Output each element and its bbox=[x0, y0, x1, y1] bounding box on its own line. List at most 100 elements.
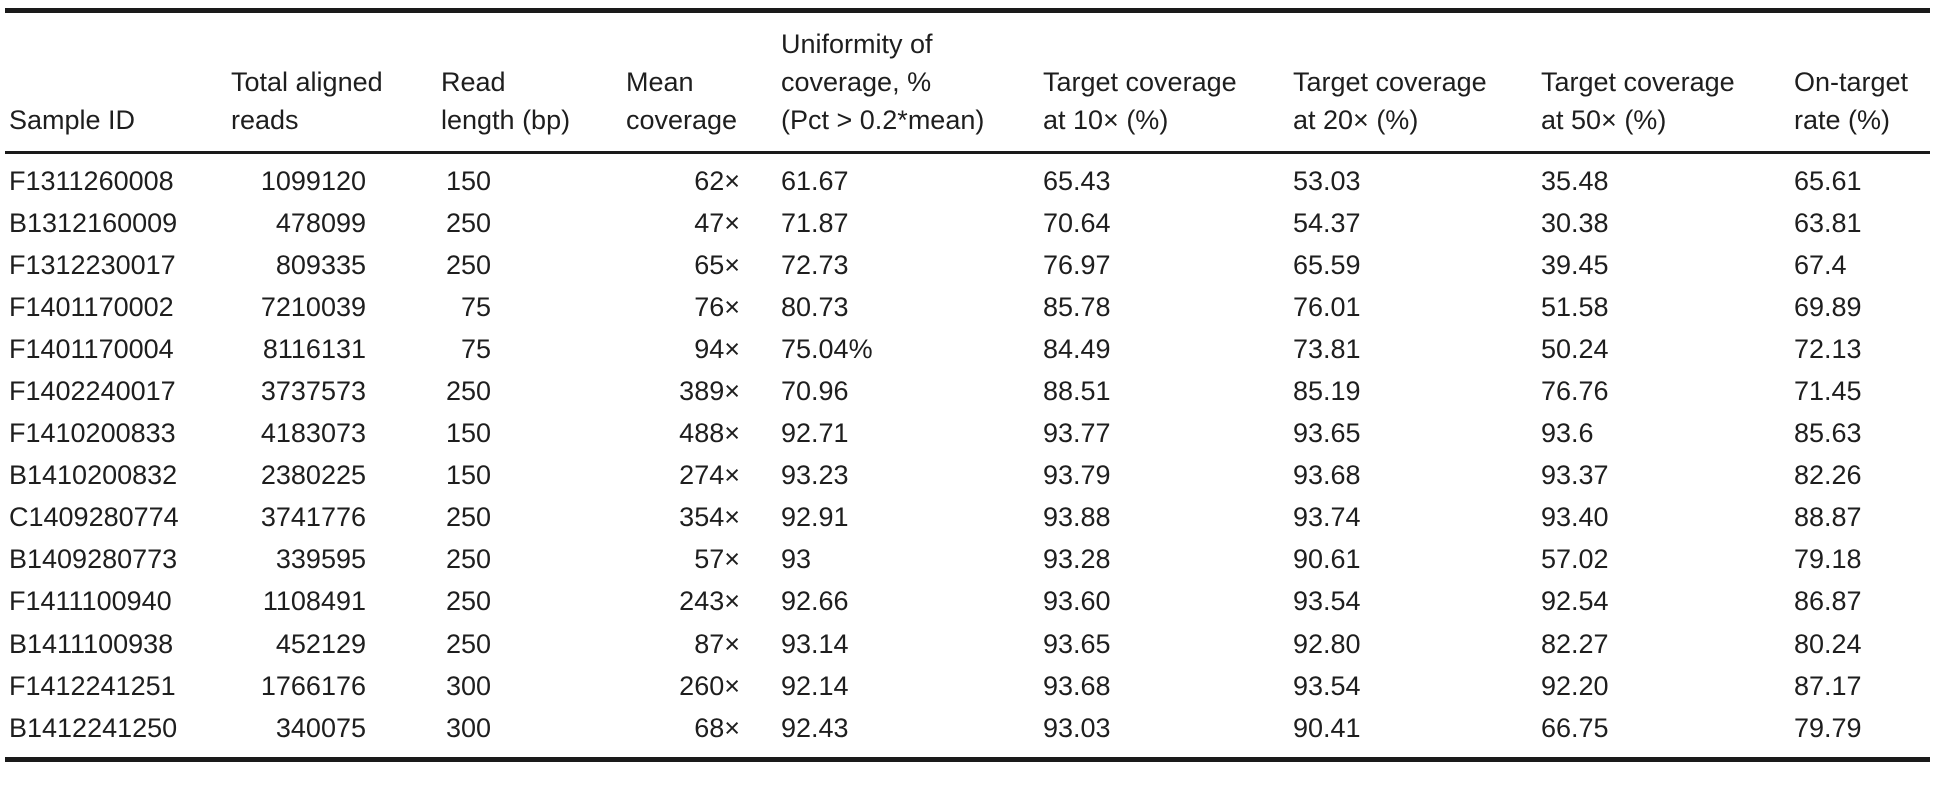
cell-target-coverage-50x: 82.27 bbox=[1541, 628, 1609, 659]
header-target-coverage-10x: Target coverage at 10× (%) bbox=[1043, 13, 1293, 151]
header-line: at 10× (%) bbox=[1043, 105, 1169, 135]
header-line: On-target bbox=[1794, 67, 1909, 97]
cell-sample-id: F1402240017 bbox=[9, 376, 176, 407]
table-row: F1402240017 3737573 250 389× 70.96 88.51 85.19… bbox=[5, 370, 1930, 412]
cell-total-aligned-reads-value: 809335 bbox=[275, 249, 366, 280]
cell-uniformity: 92.43 bbox=[781, 712, 849, 743]
cell-uniformity: 80.73 bbox=[781, 291, 849, 322]
cell-target-coverage-10x: 93.88 bbox=[1043, 502, 1111, 533]
cell-mean-coverage: 47× bbox=[626, 202, 781, 244]
cell-read-length-value: 250 bbox=[445, 376, 491, 407]
cell-target-coverage-10x: 93.28 bbox=[1043, 544, 1111, 575]
cell-sample-id: B1411100938 bbox=[9, 628, 174, 659]
cell-total-aligned-reads: 7210039 bbox=[231, 286, 441, 328]
cell-target-coverage-50x: 92.20 bbox=[1541, 670, 1609, 701]
header-line: Read bbox=[441, 67, 506, 97]
cell-target-coverage-10x: 93.79 bbox=[1043, 460, 1111, 491]
cell-total-aligned-reads: 2380225 bbox=[231, 455, 441, 497]
table-row: C1409280774 3741776 250 354× 92.91 93.88 93.74… bbox=[5, 497, 1930, 539]
table-row: F1411100940 1108491 250 243× 92.66 93.60 93.54… bbox=[5, 581, 1930, 623]
cell-read-length-value: 250 bbox=[445, 628, 491, 659]
cell-read-length: 250 bbox=[441, 244, 626, 286]
cell-total-aligned-reads-value: 3741776 bbox=[260, 502, 366, 533]
cell-target-coverage-20x: 73.81 bbox=[1293, 333, 1361, 364]
cell-total-aligned-reads: 809335 bbox=[231, 244, 441, 286]
cell-read-length-value: 75 bbox=[460, 333, 491, 364]
cell-target-coverage-10x: 93.68 bbox=[1043, 670, 1111, 701]
cell-mean-coverage-value: 243× bbox=[679, 586, 740, 617]
cell-total-aligned-reads-value: 1099120 bbox=[260, 165, 366, 196]
header-target-coverage-50x: Target coverage at 50× (%) bbox=[1541, 13, 1794, 151]
table-row: B1412241250 340075 300 68× 92.43 93.03 90.41 66… bbox=[5, 707, 1930, 757]
cell-read-length-value: 300 bbox=[445, 712, 491, 743]
header-line: Target coverage bbox=[1043, 67, 1237, 97]
cell-target-coverage-10x: 84.49 bbox=[1043, 333, 1111, 364]
header-line: Mean bbox=[626, 67, 694, 97]
cell-on-target-rate: 82.26 bbox=[1794, 460, 1862, 491]
cell-sample-id: F1312230017 bbox=[9, 249, 176, 280]
cell-sample-id: F1311260008 bbox=[9, 165, 174, 196]
cell-read-length: 250 bbox=[441, 581, 626, 623]
cell-sample-id: F1401170004 bbox=[9, 333, 174, 364]
cell-mean-coverage: 68× bbox=[626, 707, 781, 757]
cell-target-coverage-20x: 53.03 bbox=[1293, 165, 1361, 196]
coverage-table-container: Sample ID Total aligned reads Read length (b… bbox=[5, 8, 1930, 763]
cell-total-aligned-reads: 1099120 bbox=[231, 154, 441, 202]
cell-uniformity: 75.04% bbox=[781, 333, 873, 364]
table-top-rule bbox=[5, 8, 1930, 13]
cell-sample-id: B1312160009 bbox=[9, 207, 178, 238]
table-bottom-rule bbox=[5, 757, 1930, 763]
header-line: coverage, % bbox=[781, 67, 932, 97]
cell-mean-coverage-value: 47× bbox=[694, 207, 740, 238]
table-body: F1311260008 1099120 150 62× 61.67 65.43 53.03 3… bbox=[5, 154, 1930, 757]
cell-target-coverage-50x: 50.24 bbox=[1541, 333, 1609, 364]
cell-mean-coverage-value: 389× bbox=[679, 376, 740, 407]
cell-sample-id: F1410200833 bbox=[9, 418, 176, 449]
cell-target-coverage-50x: 39.45 bbox=[1541, 249, 1609, 280]
cell-target-coverage-20x: 93.68 bbox=[1293, 460, 1361, 491]
cell-read-length-value: 250 bbox=[445, 586, 491, 617]
cell-read-length: 300 bbox=[441, 707, 626, 757]
cell-total-aligned-reads-value: 2380225 bbox=[260, 460, 366, 491]
cell-total-aligned-reads-value: 8116131 bbox=[262, 333, 366, 364]
cell-on-target-rate: 72.13 bbox=[1794, 333, 1862, 364]
cell-total-aligned-reads: 478099 bbox=[231, 202, 441, 244]
cell-on-target-rate: 86.87 bbox=[1794, 586, 1862, 617]
cell-mean-coverage-value: 76× bbox=[694, 291, 740, 322]
table-row: F1412241251 1766176 300 260× 92.14 93.68 93.54… bbox=[5, 665, 1930, 707]
cell-on-target-rate: 87.17 bbox=[1794, 670, 1862, 701]
cell-sample-id: B1410200832 bbox=[9, 460, 178, 491]
header-line: coverage bbox=[626, 105, 738, 135]
cell-mean-coverage-value: 68× bbox=[694, 712, 740, 743]
cell-target-coverage-50x: 93.40 bbox=[1541, 502, 1609, 533]
cell-sample-id: F1411100940 bbox=[9, 586, 172, 617]
cell-mean-coverage: 57× bbox=[626, 539, 781, 581]
cell-read-length: 250 bbox=[441, 497, 626, 539]
cell-total-aligned-reads-value: 478099 bbox=[275, 207, 366, 238]
cell-read-length-value: 300 bbox=[445, 670, 491, 701]
cell-target-coverage-20x: 93.74 bbox=[1293, 502, 1361, 533]
cell-target-coverage-10x: 70.64 bbox=[1043, 207, 1111, 238]
cell-target-coverage-10x: 93.65 bbox=[1043, 628, 1111, 659]
cell-target-coverage-50x: 35.48 bbox=[1541, 165, 1609, 196]
cell-on-target-rate: 80.24 bbox=[1794, 628, 1862, 659]
cell-target-coverage-20x: 90.61 bbox=[1293, 544, 1361, 575]
cell-target-coverage-50x: 93.6 bbox=[1541, 418, 1594, 449]
cell-target-coverage-10x: 85.78 bbox=[1043, 291, 1111, 322]
cell-read-length-value: 250 bbox=[445, 544, 491, 575]
cell-uniformity: 92.71 bbox=[781, 418, 849, 449]
cell-target-coverage-20x: 93.54 bbox=[1293, 586, 1361, 617]
cell-read-length: 250 bbox=[441, 202, 626, 244]
cell-mean-coverage: 354× bbox=[626, 497, 781, 539]
cell-read-length: 250 bbox=[441, 370, 626, 412]
header-mean-coverage: Mean coverage bbox=[626, 13, 781, 151]
cell-on-target-rate: 67.4 bbox=[1794, 249, 1847, 280]
cell-uniformity: 61.67 bbox=[781, 165, 849, 196]
header-line: Target coverage bbox=[1541, 67, 1735, 97]
cell-total-aligned-reads: 8116131 bbox=[231, 328, 441, 370]
cell-mean-coverage: 62× bbox=[626, 154, 781, 202]
cell-uniformity: 93.23 bbox=[781, 460, 849, 491]
cell-uniformity: 93 bbox=[781, 544, 812, 575]
cell-total-aligned-reads: 4183073 bbox=[231, 413, 441, 455]
cell-read-length: 250 bbox=[441, 539, 626, 581]
